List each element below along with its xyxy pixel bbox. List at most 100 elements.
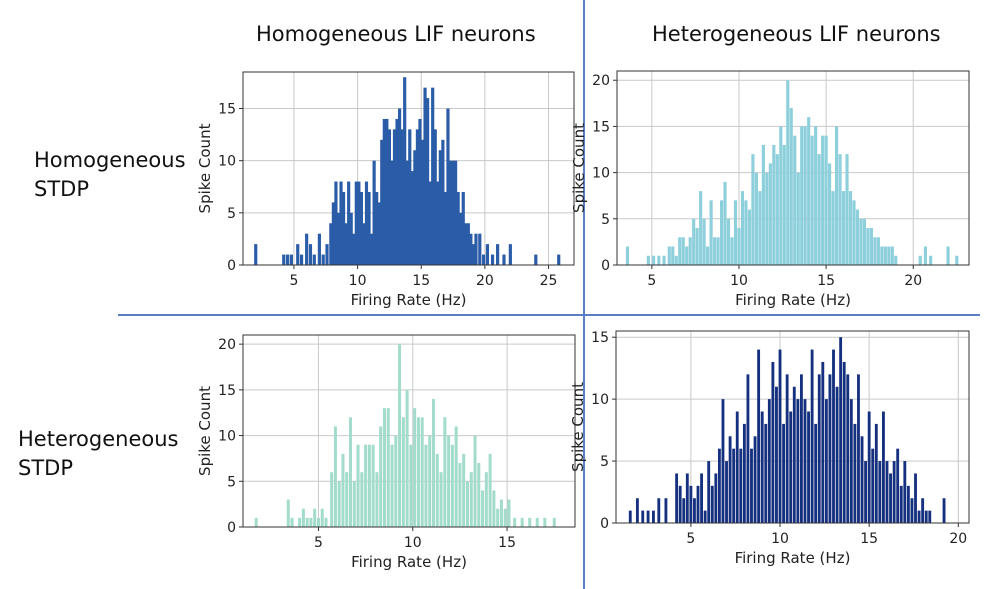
histogram-bar	[807, 411, 810, 523]
histogram-bar	[838, 154, 842, 265]
y-tick-label: 10	[218, 154, 236, 170]
histogram-bar	[675, 473, 679, 523]
histogram-bar	[742, 423, 746, 523]
histogram-bar	[349, 417, 353, 527]
histogram-bar	[785, 374, 789, 523]
histogram-bar	[285, 254, 290, 265]
histogram-bar	[331, 202, 335, 265]
histogram-bar	[682, 498, 686, 523]
histogram-bar	[454, 160, 458, 265]
histogram-bar	[842, 361, 846, 523]
histogram-bar	[379, 426, 383, 527]
y-axis-label: Spike Count	[569, 382, 587, 472]
histogram-bar	[481, 490, 485, 527]
histogram-bar	[735, 411, 739, 523]
histogram-bar	[387, 129, 391, 265]
histogram-bar	[362, 223, 366, 265]
histogram-bar	[333, 426, 337, 527]
histogram-bar	[349, 212, 353, 265]
histogram-bar	[397, 108, 402, 265]
histogram-bar	[667, 246, 671, 265]
histogram-bar	[910, 498, 914, 523]
x-tick-label: 5	[647, 273, 656, 289]
histogram-bar	[344, 223, 348, 265]
histogram-bar	[864, 461, 868, 523]
histogram-bar	[928, 510, 932, 523]
histogram-bar	[657, 498, 661, 523]
histogram-bar	[482, 254, 486, 265]
histogram-bar	[317, 233, 321, 265]
histogram-bar	[398, 344, 402, 527]
histogram-bar	[807, 117, 811, 265]
y-tick-label: 5	[601, 212, 610, 228]
histogram-bar	[841, 191, 846, 265]
histogram-bar	[848, 191, 853, 265]
histogram-bar	[458, 463, 462, 527]
histogram-bar	[408, 129, 412, 265]
x-axis-label: Firing Rate (Hz)	[351, 291, 467, 309]
histogram-bar	[535, 517, 539, 527]
histogram-bar	[401, 417, 405, 527]
histogram-bar	[880, 246, 884, 265]
histogram-bar	[678, 237, 682, 265]
histogram-bar	[764, 423, 768, 523]
histogram-bar	[446, 108, 450, 265]
histogram-bar	[352, 481, 356, 527]
histogram-bar	[290, 517, 294, 527]
histogram-bar	[496, 244, 500, 265]
histogram-bar	[757, 349, 761, 523]
histogram-bar	[744, 200, 748, 265]
x-tick-label: 25	[540, 273, 558, 289]
histogram-bar	[917, 510, 921, 523]
y-tick-label: 0	[227, 258, 236, 274]
histogram-bar	[747, 209, 752, 265]
histogram-bar	[367, 444, 371, 527]
histogram-bar	[492, 490, 496, 527]
histogram-bar	[696, 485, 700, 523]
histogram-bar	[646, 510, 650, 523]
histogram-bar	[881, 411, 885, 523]
histogram-bar	[428, 435, 432, 527]
histogram-bar	[382, 118, 386, 265]
histogram-bar	[866, 228, 870, 265]
histogram-bar	[390, 160, 394, 265]
histogram-bar	[477, 463, 481, 527]
histogram-bar	[299, 254, 304, 265]
histogram-bar	[800, 126, 804, 265]
histogram-bar	[359, 191, 363, 265]
histogram-bar	[652, 255, 656, 265]
histogram-bar	[867, 411, 871, 523]
histogram-bar	[309, 517, 313, 527]
x-tick-label: 10	[349, 273, 367, 289]
histogram-bar	[456, 191, 460, 265]
histogram-bar	[305, 233, 309, 265]
y-tick-label: 5	[227, 474, 236, 490]
histogram-bar	[703, 510, 707, 523]
row-label-line: Heterogeneous	[18, 427, 179, 451]
histogram-bar	[792, 386, 796, 523]
histogram-bar	[852, 200, 856, 265]
histogram-bar	[793, 135, 797, 265]
histogram-bar	[357, 181, 361, 265]
histogram-bar	[924, 510, 928, 523]
vertical-divider	[583, 0, 585, 589]
histogram-bar	[860, 436, 864, 523]
histogram-bar	[488, 453, 492, 527]
horizontal-divider	[118, 314, 980, 316]
histogram-bar	[726, 218, 731, 265]
histogram-bar	[681, 237, 685, 265]
histogram-bar	[413, 150, 417, 265]
histogram-bar	[803, 399, 807, 523]
histogram-bar	[859, 218, 863, 265]
row-label-heterogeneous-stdp: Heterogeneous STDP	[18, 425, 178, 483]
x-axis-label: Firing Rate (Hz)	[735, 549, 851, 567]
histogram-bar	[723, 181, 727, 265]
histogram-bar	[485, 244, 490, 265]
histogram-bar	[845, 154, 849, 265]
histogram-bar	[918, 255, 922, 265]
histogram-bar	[424, 444, 428, 527]
histogram-bar	[403, 77, 407, 265]
histogram-bar	[316, 517, 320, 527]
histogram-bar	[345, 472, 349, 527]
histogram-bar	[507, 499, 511, 527]
